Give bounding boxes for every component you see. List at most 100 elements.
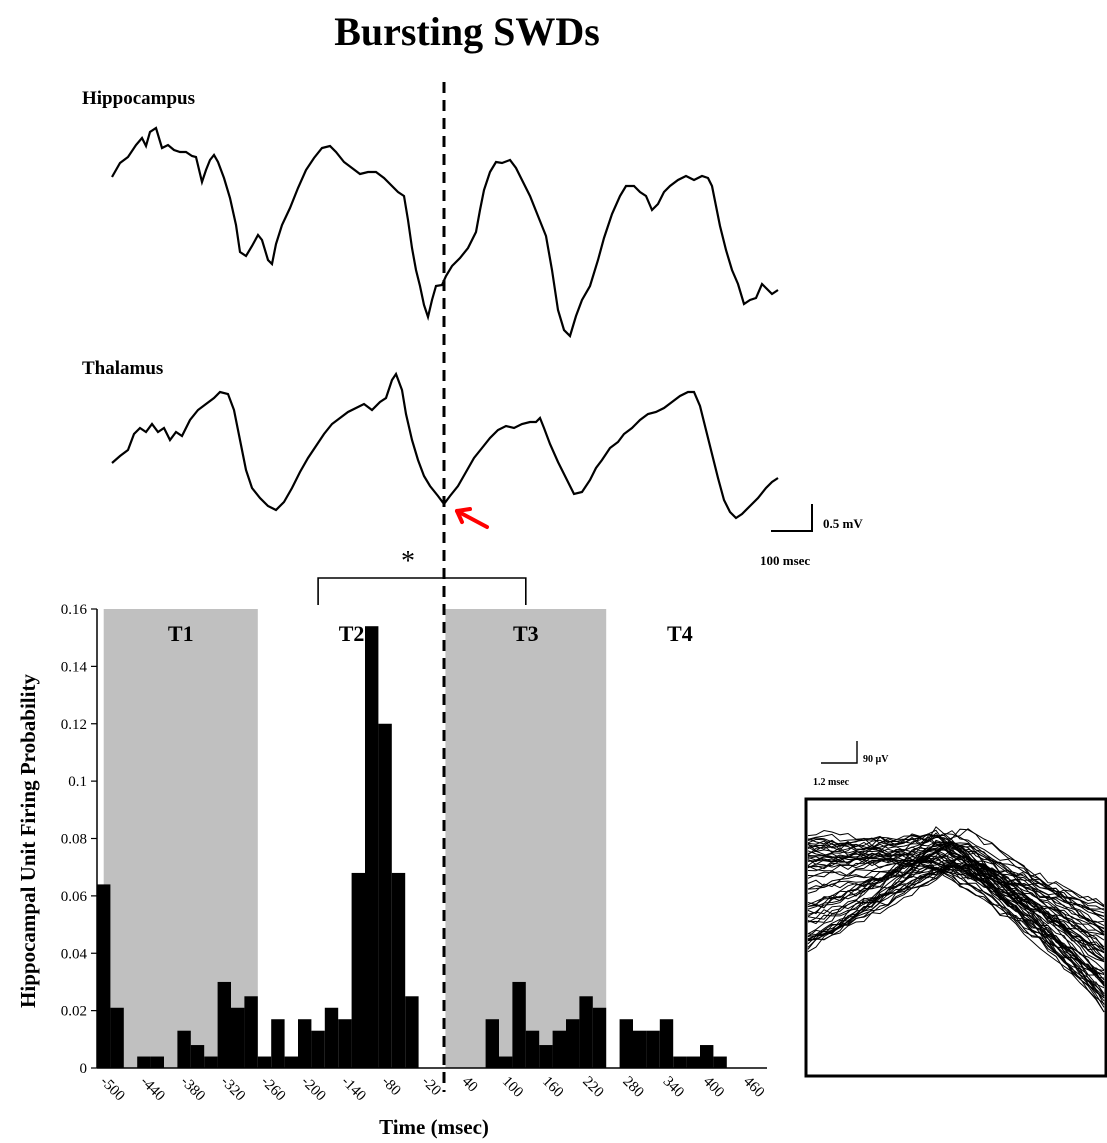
waveform-trace	[807, 868, 1105, 954]
histogram-bar	[673, 1056, 687, 1068]
x-tick-label: -20	[418, 1074, 443, 1099]
waveform-trace	[807, 850, 1105, 979]
histogram-bar	[552, 1030, 566, 1068]
spike-waveform-inset: 90 µV 1.2 msec	[804, 741, 1107, 1078]
histogram-bar	[499, 1056, 513, 1068]
x-tick-label: -260	[258, 1074, 289, 1105]
waveform-trace	[807, 843, 1105, 987]
histogram-bar	[713, 1056, 727, 1068]
x-tick-label: -500	[97, 1074, 128, 1105]
y-tick-label: 0.08	[61, 832, 87, 848]
period-label-T1: T1	[168, 621, 194, 646]
waveform-trace	[807, 844, 1105, 960]
period-label-T2: T2	[339, 621, 365, 646]
histogram-bar	[659, 1019, 674, 1068]
waveform-trace	[807, 843, 1105, 1005]
bracket-line	[317, 577, 527, 605]
hippocampus-trace	[111, 126, 779, 339]
x-tick-label: -80	[378, 1074, 403, 1099]
significance-star: *	[401, 546, 415, 577]
waveform-trace	[807, 829, 1105, 963]
histogram-bar	[619, 1019, 633, 1068]
y-tick-label: 0.16	[61, 602, 88, 618]
histogram-bar	[646, 1030, 660, 1068]
histogram-bar	[137, 1056, 151, 1068]
waveform-trace	[807, 866, 1105, 986]
histogram: 0 0.02 0.04 0.06 0.08 0.1 0.12 0.14 0.16 -500 -440…	[16, 546, 767, 1139]
thalamus-trace	[111, 371, 779, 520]
scale-bar-time: 100 msec	[760, 553, 810, 568]
red-arrow	[455, 507, 489, 529]
thalamus-label: Thalamus	[82, 358, 163, 379]
histogram-bar	[97, 884, 111, 1068]
histogram-bar	[190, 1045, 205, 1068]
inset-voltage-label: 90 µV	[863, 754, 889, 765]
waveform-trace	[807, 844, 1105, 975]
period-label-T3: T3	[513, 621, 539, 646]
y-tick-label: 0.14	[61, 659, 88, 675]
y-tick-label: 0.04	[61, 946, 88, 962]
histogram-bar	[539, 1045, 553, 1068]
x-axis-title: Time (msec)	[379, 1115, 489, 1139]
waveform-trace	[807, 855, 1105, 1002]
x-tick-label: -320	[217, 1074, 248, 1105]
y-axis-title: Hippocampal Unit Firing Probability	[16, 674, 40, 1008]
significance-bracket: *	[317, 546, 527, 605]
waveform-trace	[807, 866, 1105, 938]
histogram-bar	[204, 1056, 218, 1068]
histogram-bar	[566, 1019, 580, 1068]
y-tick-label: 0.12	[61, 717, 87, 733]
waveform-trace	[807, 852, 1105, 936]
period-labels: T1 T2 T3 T4	[168, 621, 693, 646]
waveform-trace	[807, 859, 1105, 983]
x-tick-label: 160	[539, 1074, 566, 1101]
histogram-bar	[257, 1056, 272, 1068]
histogram-bar	[298, 1019, 312, 1068]
histogram-bar	[244, 996, 258, 1068]
histogram-bar	[177, 1030, 191, 1068]
histogram-bar	[391, 872, 406, 1068]
histogram-bar	[150, 1056, 164, 1068]
x-tick-label: 340	[660, 1074, 687, 1101]
histogram-bar	[512, 981, 526, 1068]
histogram-bar	[485, 1019, 499, 1068]
x-tick-label: -380	[177, 1074, 208, 1105]
histogram-bar	[592, 1007, 607, 1068]
histogram-bar	[525, 1030, 540, 1068]
x-tick-label: 220	[579, 1074, 606, 1101]
histogram-bar	[378, 723, 392, 1068]
histogram-bar	[110, 1007, 124, 1068]
histogram-bar	[217, 981, 231, 1068]
x-tick-label: 400	[700, 1074, 727, 1101]
histogram-bar	[700, 1045, 714, 1068]
waveform-trace	[807, 833, 1105, 976]
scale-bar	[771, 504, 813, 532]
y-tick-label: 0.1	[68, 774, 87, 790]
waveform-trace	[807, 844, 1105, 974]
y-tick-label: 0.02	[61, 1004, 87, 1020]
figure-title: Bursting SWDs	[334, 9, 600, 54]
x-tick-label: 100	[499, 1074, 526, 1101]
histogram-bar	[231, 1007, 245, 1068]
period-label-T4: T4	[667, 621, 693, 646]
inset-scale-bar	[821, 741, 858, 764]
inset-time-label: 1.2 msec	[813, 777, 850, 788]
waveform-trace	[807, 832, 1105, 930]
period-shade-T1	[103, 609, 258, 1068]
histogram-bar	[324, 1007, 339, 1068]
histogram-bar	[579, 996, 593, 1068]
y-tick-label: 0	[80, 1061, 88, 1077]
histogram-bar	[271, 1019, 285, 1068]
histogram-bar	[351, 872, 365, 1068]
histogram-bar	[311, 1030, 325, 1068]
x-tick-label: -440	[137, 1074, 168, 1105]
waveform-trace	[807, 863, 1105, 998]
x-tick-label: -200	[298, 1074, 329, 1105]
x-tick-label: 280	[619, 1074, 646, 1101]
histogram-bar	[365, 626, 379, 1068]
waveform-trace	[807, 828, 1105, 929]
scale-bar-voltage: 0.5 mV	[823, 516, 863, 531]
hippocampus-label: Hippocampus	[82, 88, 195, 109]
waveform-traces	[807, 826, 1105, 1013]
